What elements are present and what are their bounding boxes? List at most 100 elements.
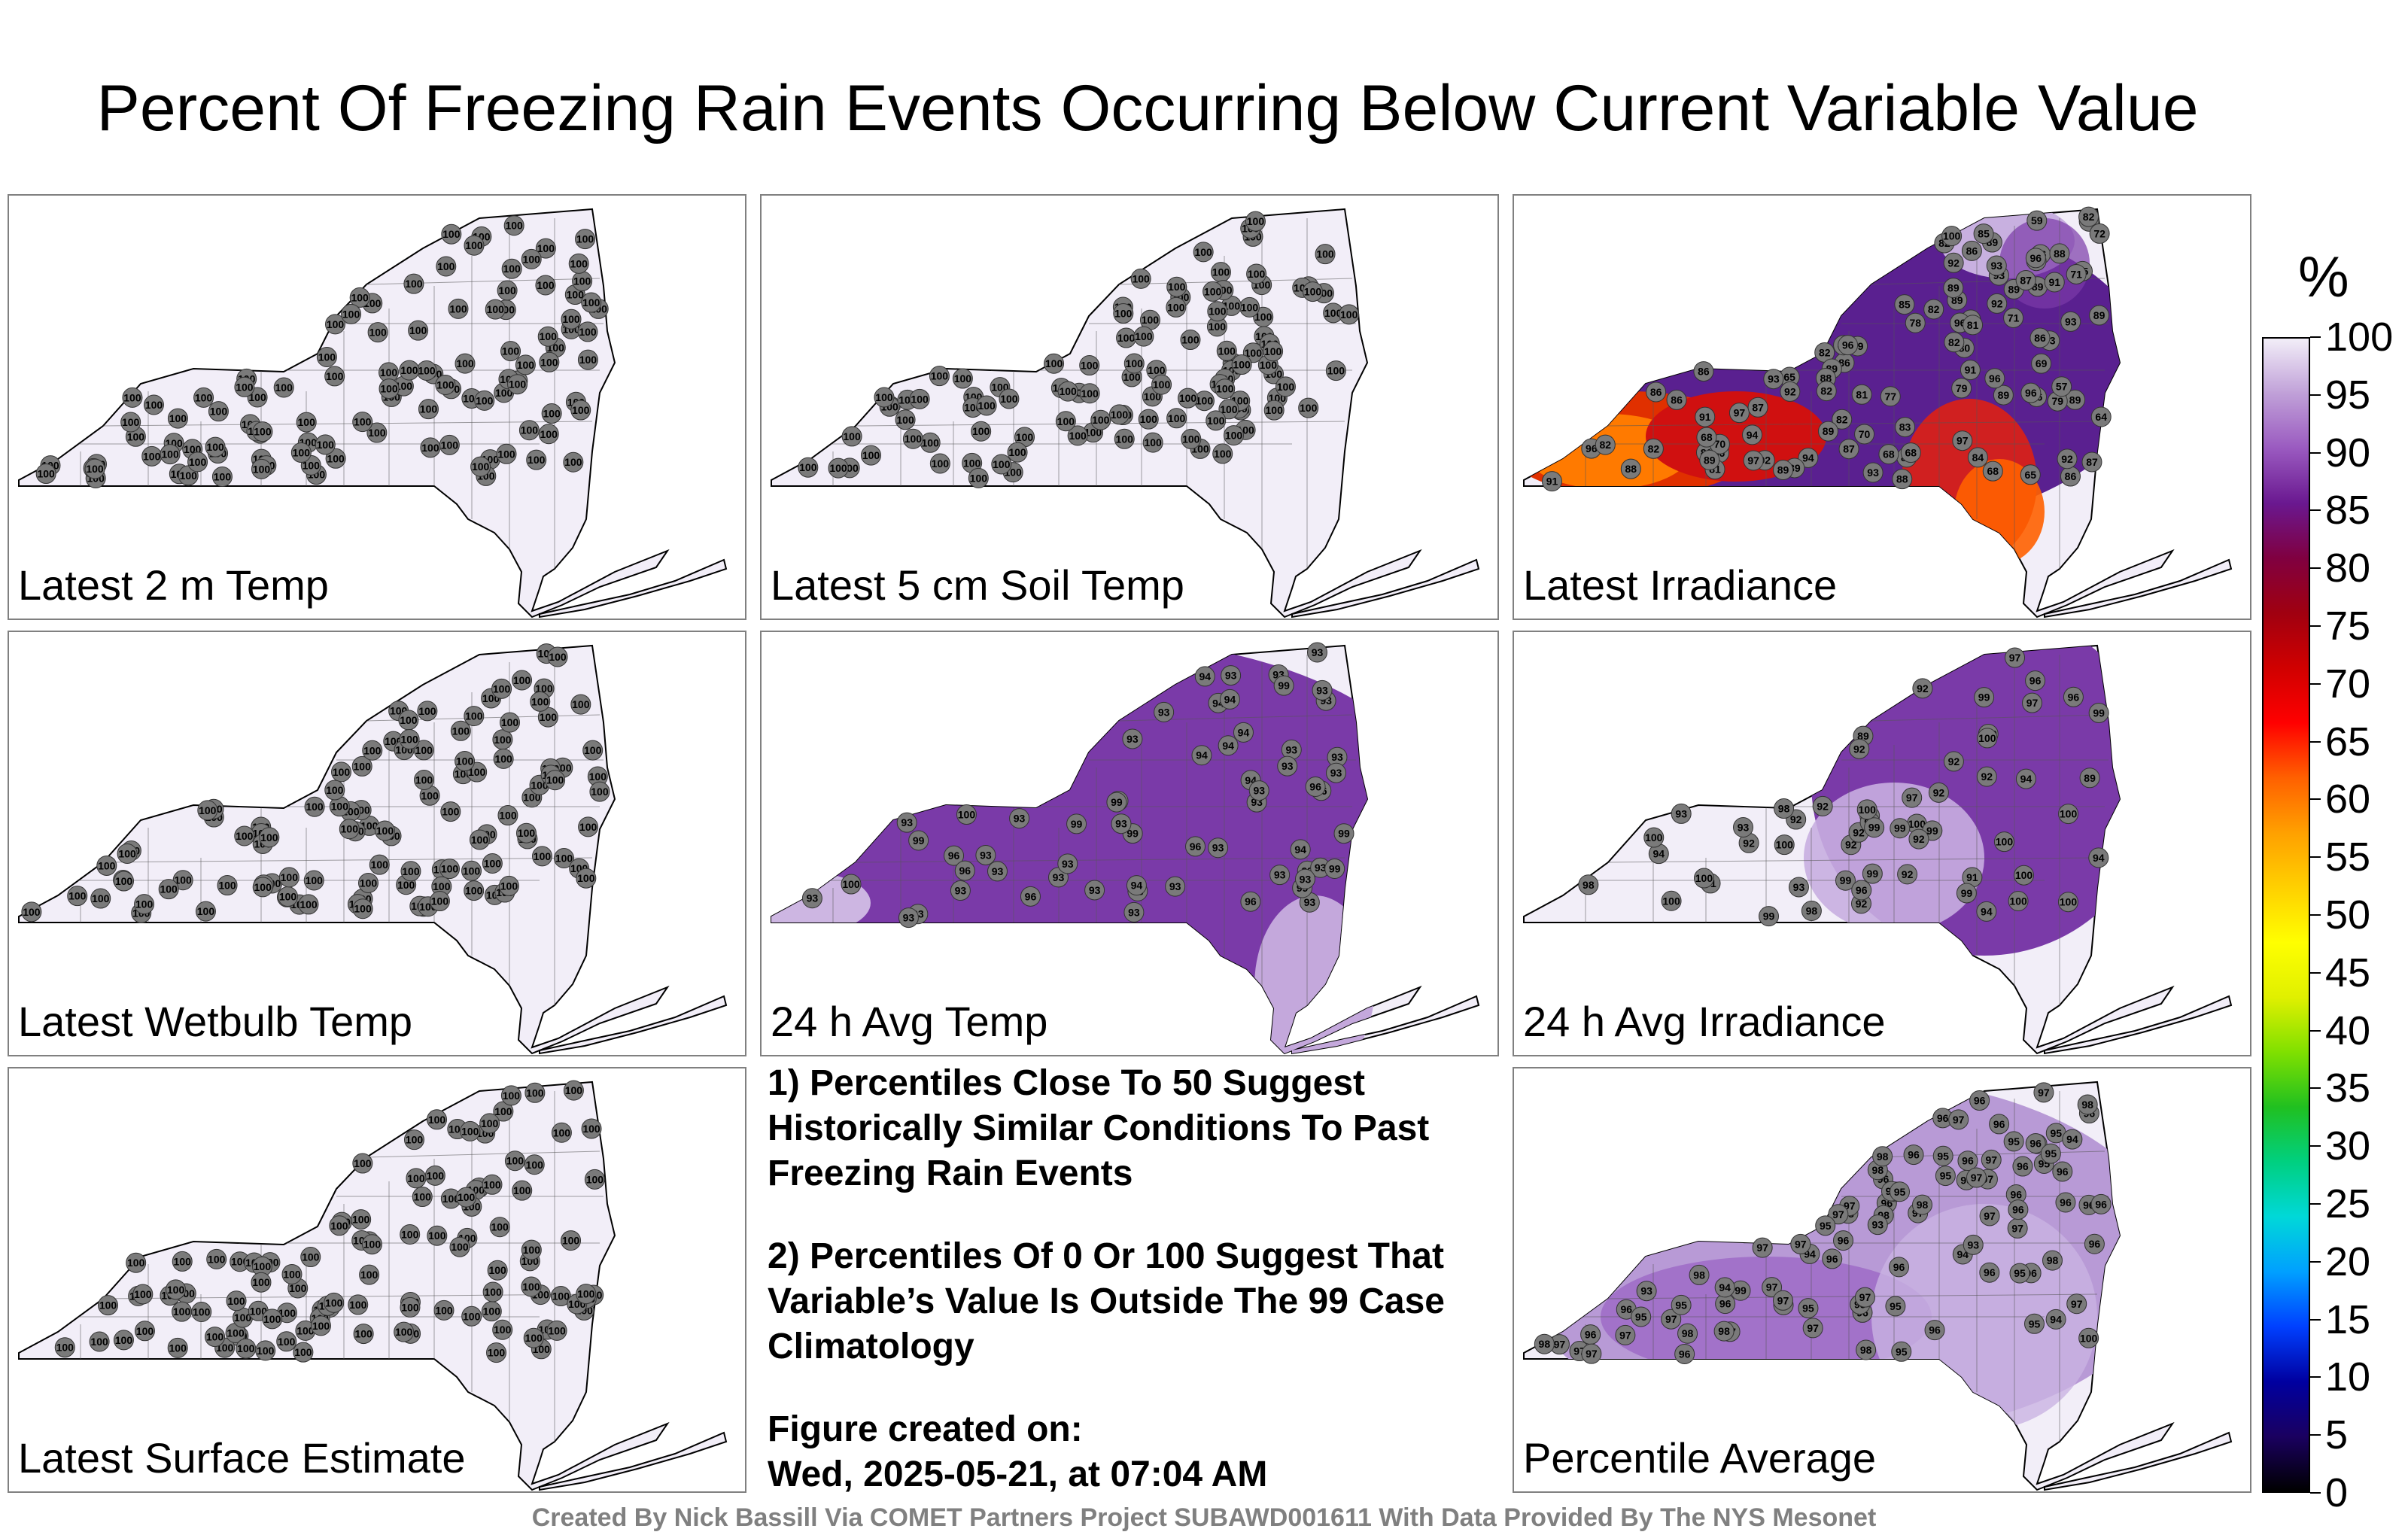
station-value: 100 [354,416,372,428]
station-value: 100 [415,774,433,786]
station-value: 100 [1662,895,1680,907]
station-value: 82 [1600,439,1612,451]
station-marker: 87 [2015,270,2036,291]
colorbar-tick-label: 70 [2325,661,2371,707]
station-marker: 100 [234,376,255,397]
station-value: 100 [564,456,582,468]
station-value: 100 [1114,308,1133,320]
station-marker: 100 [553,848,574,869]
colorbar-tick [2310,567,2321,570]
station-value: 100 [540,330,558,342]
station-value: 100 [1092,414,1110,426]
station-marker: 100 [1206,316,1227,337]
station-value: 100 [2009,895,2027,907]
station-value: 100 [180,470,198,482]
station-marker: 100 [206,1248,227,1269]
long-island-outline [539,558,728,619]
station-value: 100 [1218,345,1236,357]
station-value: 100 [503,1090,521,1102]
station-value: 100 [577,872,595,884]
station-value: 95 [2008,1135,2020,1147]
station-marker: 100 [141,445,163,467]
station-marker: 96 [1715,1293,1736,1315]
station-marker: 93 [1009,808,1030,829]
station-markers: 1001001001001001001001001001001001001001… [35,215,609,488]
station-value: 95 [1896,1345,1908,1357]
station-marker: 100 [1130,268,1151,289]
station-marker: 100 [252,421,273,442]
station-value: 100 [436,378,455,391]
station-marker: 96 [2008,1199,2029,1220]
colorbar-tick [2310,451,2321,454]
station-value: 96 [2068,691,2080,703]
station-value: 100 [294,1346,312,1358]
station-value: 100 [494,1324,512,1336]
station-marker: 100 [134,894,155,915]
station-value: 99 [1894,822,1906,834]
station-value: 96 [2089,1238,2101,1250]
station-marker: 100 [1113,303,1134,324]
station-value: 99 [1071,818,1083,830]
station-value: 100 [401,1301,419,1313]
station-value: 100 [487,303,505,315]
station-marker: 69 [2031,353,2052,374]
station-marker: 96 [1984,368,2005,389]
station-value: 97 [1859,1291,1871,1303]
station-value: 100 [161,448,179,460]
station-marker: 100 [403,1129,424,1150]
station-marker: 86 [2029,327,2051,348]
colorbar-tick-label: 15 [2325,1296,2371,1342]
station-marker: 93 [1277,755,1298,777]
station-marker: 98 [1801,901,1822,921]
station-value: 100 [495,387,513,399]
station-marker: 100 [160,444,181,465]
colorbar-tick-label: 100 [2325,315,2394,360]
colorbar-tick [2310,625,2321,627]
station-value: 100 [1327,365,1345,377]
station-value: 95 [1890,1300,1902,1312]
station-value: 84 [1972,451,1984,464]
station-value: 99 [1338,828,1350,840]
station-value: 99 [1978,692,1990,704]
station-marker: 100 [114,871,135,892]
station-marker: 100 [999,388,1020,409]
station-value: 100 [441,863,459,875]
station-marker: 100 [117,843,138,864]
state-outline [18,208,670,619]
station-value: 98 [2047,1254,2059,1266]
station-value: 100 [418,705,436,717]
station-marker: 100 [920,432,941,453]
station-value: 96 [2012,1204,2024,1216]
station-value: 100 [279,891,297,903]
station-value: 100 [442,806,460,818]
station-marker: 100 [539,351,560,372]
station-value: 88 [1625,463,1637,475]
station-value: 100 [352,1214,370,1226]
station-value: 100 [326,784,344,796]
station-marker: 100 [1116,327,1137,348]
station-marker: 100 [281,1263,303,1284]
station-value: 100 [283,1268,301,1280]
station-value: 94 [2066,1133,2078,1145]
station-marker: 100 [276,1331,297,1352]
station-marker: 100 [1224,425,1245,446]
station-marker: 100 [929,366,950,387]
station-value: 100 [174,874,192,886]
station-value: 93 [1768,373,1780,385]
station-value: 100 [497,448,515,460]
station-value: 100 [127,1257,145,1269]
station-value: 93 [992,865,1004,877]
station-marker: 100 [303,870,324,891]
station-value: 100 [252,1276,270,1288]
station-value: 93 [1867,467,1879,479]
station-marker: 97 [1854,1287,1875,1308]
station-value: 100 [298,416,316,428]
station-value: 100 [299,898,318,910]
station-value: 100 [555,853,573,865]
station-marker: 100 [315,434,336,455]
station-value: 91 [1965,364,1977,376]
station-marker: 100 [1055,411,1076,432]
station-marker: 100 [233,1307,254,1328]
station-marker: 100 [295,1320,316,1341]
station-marker: 100 [464,706,485,727]
